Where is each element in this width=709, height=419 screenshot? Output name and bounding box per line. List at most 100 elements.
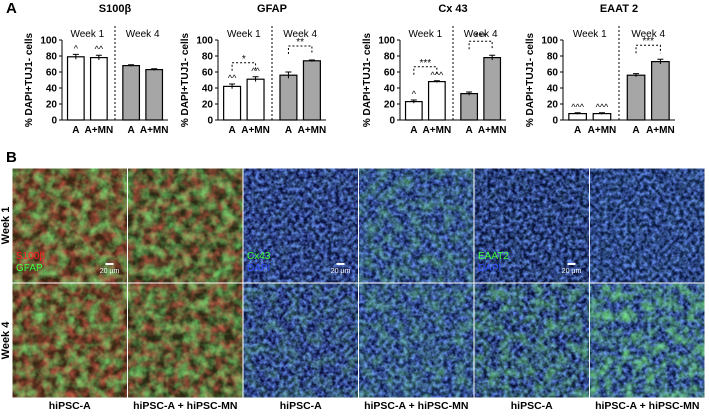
green-channel [474, 283, 589, 398]
scale-label: 20 µm [100, 268, 120, 275]
row-label: Week 1 [0, 207, 12, 245]
category-label: A+MN [298, 125, 327, 136]
error-bar [285, 71, 292, 79]
y-tick-label: 40 [46, 84, 58, 95]
chart-title: S100β [99, 3, 132, 15]
category-label: A+MN [423, 125, 452, 136]
category-label: A [72, 125, 79, 136]
y-tick-label: 100 [196, 36, 213, 47]
y-tick-label: 100 [40, 36, 57, 47]
chart-title: GFAP [257, 3, 287, 15]
error-bar [151, 68, 158, 71]
category-label: A [410, 125, 417, 136]
significance-bracket [413, 66, 438, 75]
bar-annotation: ^^ [228, 73, 237, 83]
bar [223, 85, 242, 121]
stain-label: Cx43 [247, 251, 271, 262]
y-axis-label: % DAPI+TUJ1- cells [180, 32, 191, 127]
green-channel [359, 168, 474, 283]
y-tick-label: 40 [547, 84, 559, 95]
y-tick-label: 100 [378, 36, 395, 47]
column-label: hiPSC-A + hiPSC-MN [133, 400, 237, 412]
micrograph [474, 283, 589, 398]
category-label: A [128, 125, 135, 136]
y-tick-label: 60 [46, 68, 58, 79]
bar [651, 60, 670, 121]
y-tick-label: 80 [547, 52, 559, 63]
bar [427, 80, 446, 121]
error-bar [252, 76, 259, 82]
y-tick-label: 0 [207, 116, 213, 127]
panel-label: B [6, 149, 17, 166]
error-bar [95, 54, 102, 60]
y-tick-label: 80 [202, 52, 214, 63]
category-label: A [632, 125, 639, 136]
stain-label: S100β [16, 251, 45, 262]
bar [626, 74, 646, 121]
micrograph [243, 283, 358, 398]
category-label: A+MN [140, 125, 169, 136]
y-tick-label: 60 [202, 68, 214, 79]
y-axis-label: % DAPI+TUJ1- cells [24, 32, 35, 127]
green-channel [359, 283, 474, 398]
category-label: A+MN [588, 125, 617, 136]
bar-annotation: ^^ [95, 44, 104, 54]
error-bar [229, 83, 236, 89]
bar [279, 74, 298, 121]
micrograph [128, 283, 243, 398]
y-axis-label: % DAPI+TUJ1- cells [362, 32, 373, 127]
group-label: Week 4 [283, 29, 317, 40]
bar-annotation: ^^^ [431, 70, 444, 80]
y-tick-label: 40 [202, 84, 214, 95]
error-bar [657, 58, 664, 64]
significance-label: *** [420, 58, 432, 69]
group-label: Week 4 [126, 29, 160, 40]
error-bar [433, 80, 440, 83]
green-channel [590, 168, 705, 283]
group-label: Week 4 [464, 29, 498, 40]
y-tick-label: 0 [552, 116, 558, 127]
y-tick-label: 0 [51, 116, 57, 127]
green-channel [12, 283, 127, 398]
green-channel [590, 283, 705, 398]
bar-annotation: ^^ [251, 66, 260, 76]
y-tick-label: 40 [384, 84, 396, 95]
significance-label: ** [296, 37, 304, 48]
group-label: Week 4 [631, 29, 665, 40]
bar [568, 112, 587, 121]
micrograph [12, 283, 127, 398]
column-label: hiPSC-A + hiPSC-MN [364, 400, 468, 412]
row-label: Week 4 [0, 321, 12, 360]
stain-label: EAAT2 [478, 251, 509, 262]
error-bar [633, 73, 640, 77]
micrograph [128, 168, 243, 283]
category-label: A+MN [478, 125, 507, 136]
y-tick-label: 0 [389, 116, 395, 127]
significance-bracket [231, 62, 257, 71]
category-label: A+MN [85, 125, 114, 136]
bar-annotation: ^^^ [596, 102, 609, 112]
bar-annotation: ^ [412, 89, 417, 99]
bar [460, 92, 479, 121]
group-label: Week 1 [408, 29, 442, 40]
y-tick-label: 60 [547, 68, 559, 79]
bar [66, 56, 85, 121]
bar [592, 112, 612, 121]
significance-bracket [635, 44, 661, 54]
category-label: A [466, 125, 473, 136]
bar [483, 56, 502, 121]
micrograph [590, 283, 705, 398]
green-channel [128, 168, 243, 283]
group-label: Week 1 [573, 29, 607, 40]
chart-title: EAAT 2 [600, 3, 638, 15]
group-label: Week 1 [227, 29, 261, 40]
category-label: A [228, 125, 235, 136]
error-bar [410, 99, 417, 104]
error-bar [489, 54, 496, 60]
bar [89, 56, 108, 121]
error-bar [466, 91, 473, 96]
micrograph [359, 168, 474, 283]
error-bar [574, 112, 581, 115]
